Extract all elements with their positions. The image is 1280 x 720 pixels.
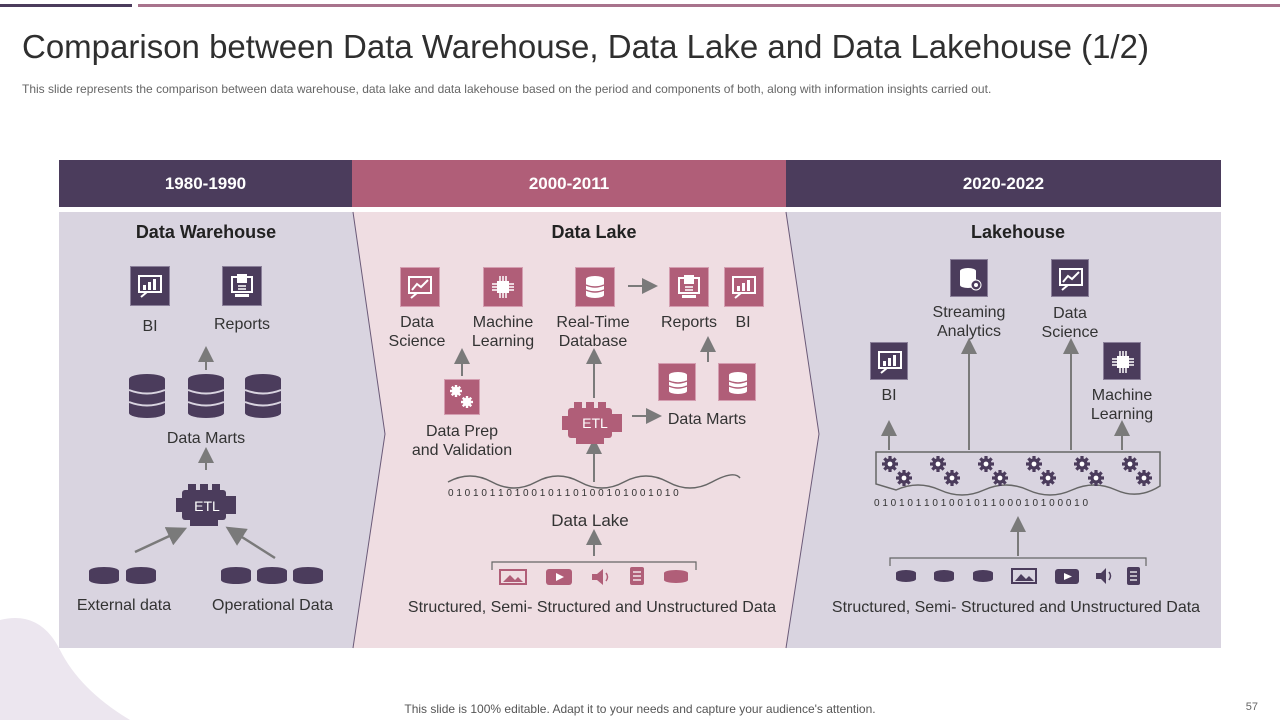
slide-footer: This slide is 100% editable. Adapt it to… <box>404 702 876 716</box>
slide-subtitle: This slide represents the comparison bet… <box>22 82 992 96</box>
operational-db-icon-2 <box>257 567 287 584</box>
lakehouse-panel <box>786 212 1221 648</box>
audio-icon <box>592 569 609 585</box>
lakehouse-binary-stream: 0 1 0 1 0 1 1 0 1 0 0 1 0 1 1 0 0 0 1 0 … <box>874 498 1089 509</box>
lakehouse-machine-learning-label: Machine Learning <box>1090 387 1154 423</box>
period-header-1: 1980-1990 <box>59 160 352 207</box>
lake-binary-stream: 0 1 0 1 0 1 1 0 1 0 0 1 0 1 1 0 1 0 0 1 … <box>448 488 679 499</box>
lakehouse-bi-icon <box>870 342 908 380</box>
lakehouse-bi-label: BI <box>881 387 897 404</box>
lakehouse-streaming-label: Streaming Analytics <box>932 304 1006 340</box>
operational-data-label: Operational Data <box>212 597 333 614</box>
lh-audio-icon <box>1096 568 1112 584</box>
reports-icon <box>222 266 262 306</box>
gear-cluster-icon-2 <box>930 456 960 486</box>
lake-real-time-db-icon <box>575 267 615 307</box>
page-number: 57 <box>1245 701 1258 713</box>
lakehouse-data-science-label: Data Science <box>1041 305 1099 341</box>
lake-reports-label: Reports <box>660 314 718 331</box>
lakehouse-data-science-icon <box>1051 259 1089 297</box>
lh-document-icon <box>1127 567 1140 585</box>
warehouse-data-marts-label: Data Marts <box>166 430 246 447</box>
decorative-blob <box>0 618 130 720</box>
operational-db-icon-3 <box>293 567 323 584</box>
top-accent-line-pink <box>138 4 1280 7</box>
external-db-icon-1 <box>89 567 119 584</box>
lake-data-science-icon <box>400 267 440 307</box>
warehouse-etl-label: ETL <box>194 498 220 514</box>
gear-cluster-icon-5 <box>1074 456 1104 486</box>
lakehouse-machine-learning-icon <box>1103 342 1141 380</box>
gear-cluster-icon-4 <box>1026 456 1056 486</box>
gear-cluster-icon-3 <box>978 456 1008 486</box>
data-mart-db-icon-2 <box>187 374 225 419</box>
document-icon <box>630 567 644 585</box>
lake-data-marts-label: Data Marts <box>667 411 747 428</box>
lake-bi-icon <box>724 267 764 307</box>
gear-cluster-icon-1 <box>882 456 912 486</box>
lake-data-mart-icon-2 <box>718 363 756 401</box>
external-db-icon-2 <box>126 567 156 584</box>
lake-bi-label: BI <box>735 314 751 331</box>
period-header-2: 2000-2011 <box>352 160 786 207</box>
warehouse-reports-label: Reports <box>213 316 271 333</box>
lh-db-icon-3 <box>973 570 993 582</box>
gear-cluster-icon-6 <box>1122 456 1152 486</box>
lake-reports-icon <box>669 267 709 307</box>
external-data-label: External data <box>76 597 172 614</box>
image-icon <box>499 569 527 585</box>
lakehouse-streaming-icon <box>950 259 988 297</box>
bi-icon <box>130 266 170 306</box>
slide-title: Comparison between Data Warehouse, Data … <box>22 28 1149 65</box>
comparison-panels <box>59 211 1221 649</box>
lakehouse-sources-label: Structured, Semi- Structured and Unstruc… <box>831 599 1201 616</box>
database-icon <box>664 570 688 583</box>
top-accent-line-dark <box>0 4 132 7</box>
lh-db-icon-2 <box>934 570 954 582</box>
warehouse-panel <box>59 212 385 648</box>
lake-data-prep-icon <box>444 379 480 415</box>
lake-etl-label: ETL <box>582 415 608 431</box>
lh-video-icon <box>1055 569 1079 584</box>
lake-sources-label: Structured, Semi- Structured and Unstruc… <box>407 599 777 616</box>
warehouse-heading: Data Warehouse <box>135 222 277 242</box>
lake-machine-learning-label: Machine Learning <box>471 314 535 350</box>
lh-image-icon <box>1011 568 1037 584</box>
data-mart-db-icon-3 <box>244 374 282 419</box>
lake-data-science-label: Data Science <box>388 314 446 350</box>
lake-real-time-db-label: Real-Time Database <box>556 314 630 350</box>
period-header-3: 2020-2022 <box>786 160 1221 207</box>
lh-db-icon-1 <box>896 570 916 582</box>
lake-machine-learning-icon <box>483 267 523 307</box>
warehouse-bi-label: BI <box>142 318 158 335</box>
lake-data-mart-icon-1 <box>658 363 696 401</box>
lake-data-lake-label: Data Lake <box>551 511 629 530</box>
data-mart-db-icon-1 <box>128 374 166 419</box>
operational-db-icon-1 <box>221 567 251 584</box>
lake-heading: Data Lake <box>551 222 637 242</box>
lakehouse-heading: Lakehouse <box>970 222 1066 242</box>
lake-data-prep-label: Data Prep and Validation <box>411 423 513 459</box>
video-icon <box>546 569 572 585</box>
